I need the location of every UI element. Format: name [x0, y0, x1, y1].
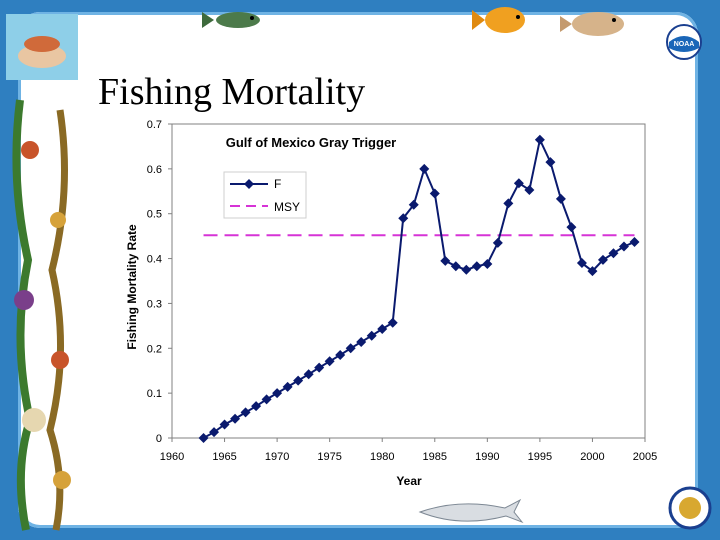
x-tick-label: 1965: [212, 451, 236, 463]
legend-msy-label: MSY: [274, 200, 300, 214]
y-tick-label: 0.2: [147, 343, 162, 355]
y-axis-title: Fishing Mortality Rate: [125, 224, 139, 350]
x-tick-label: 1990: [475, 451, 499, 463]
series-f-point: [524, 184, 535, 195]
series-f-point: [566, 222, 577, 233]
x-tick-label: 2000: [580, 451, 604, 463]
series-f-point: [387, 317, 398, 328]
y-tick-label: 0: [156, 433, 162, 445]
commerce-seal-icon: [668, 486, 712, 530]
plot-area: [171, 123, 646, 439]
series-f-point: [345, 343, 356, 354]
series-f-point: [261, 394, 272, 405]
series-f-point: [251, 401, 262, 412]
series-f-point: [597, 254, 608, 265]
seaweed-decoration: [12, 99, 71, 531]
y-tick-label: 0.6: [147, 164, 162, 176]
legend-f-label: F: [274, 177, 281, 191]
x-tick-label: 2005: [633, 451, 657, 463]
dolphin-icon: [418, 498, 524, 524]
series-f-point: [576, 258, 587, 269]
series-f-point: [356, 337, 367, 348]
fish-icon: [472, 7, 525, 33]
left-decoration: [6, 14, 78, 531]
y-tick-label: 0.5: [147, 209, 162, 221]
series-f-point: [324, 356, 335, 367]
series-f-point: [272, 388, 283, 399]
series-f-point: [219, 419, 230, 430]
series-f-point: [198, 433, 209, 443]
series-f-point: [209, 427, 220, 438]
series-f-point: [230, 413, 241, 424]
slide-title: Fishing Mortality: [98, 71, 366, 113]
legend-box: [223, 171, 307, 219]
chart-title: Gulf of Mexico Gray Trigger: [226, 135, 396, 150]
x-tick-label: 1970: [265, 451, 289, 463]
series-f-point: [429, 188, 440, 199]
hands-holding-fish-icon: [6, 14, 78, 80]
series-f-point: [503, 198, 514, 209]
series-f-point: [608, 248, 619, 259]
series-f-point: [240, 407, 251, 418]
series-f-point: [398, 213, 409, 224]
fish-icon: [560, 12, 624, 36]
series-f-point: [629, 236, 640, 247]
noaa-logo-icon: NOAA: [666, 24, 702, 60]
series-f-point: [440, 255, 451, 266]
series-f-point: [492, 237, 503, 248]
series-f-point: [618, 241, 629, 252]
x-tick-label: 1975: [317, 451, 341, 463]
x-tick-label: 1980: [370, 451, 394, 463]
series-f-point: [282, 381, 293, 392]
series-f-point: [555, 193, 566, 204]
series-f-point: [587, 266, 598, 277]
series-f-point: [408, 199, 419, 210]
series-f-point: [461, 264, 472, 275]
series-f-point: [377, 323, 388, 334]
x-tick-label: 1995: [528, 451, 552, 463]
y-tick-label: 0.4: [147, 254, 162, 266]
svg-text:NOAA: NOAA: [674, 41, 695, 48]
series-f-point: [293, 375, 304, 386]
series-f-point: [366, 330, 377, 341]
series-f-point: [314, 362, 325, 373]
x-axis-title: Year: [396, 474, 422, 488]
series-f-point: [513, 178, 524, 189]
series-f-point: [471, 261, 482, 272]
series-f-point: [450, 261, 461, 272]
chart-legend: F MSY: [223, 171, 307, 219]
x-tick-label: 1985: [423, 451, 447, 463]
y-tick-label: 0.7: [147, 119, 162, 131]
series-f-point: [545, 157, 556, 168]
x-tick-label: 1960: [160, 451, 184, 463]
series-f-point: [534, 134, 545, 145]
series-f-point: [482, 258, 493, 269]
top-decoration: NOAA: [202, 7, 702, 60]
y-tick-label: 0.1: [147, 388, 162, 400]
series-f-point: [419, 163, 430, 174]
series-f-point: [303, 369, 314, 380]
fish-icon: [202, 12, 260, 28]
y-tick-label: 0.3: [147, 298, 162, 310]
legend-f-marker: [244, 179, 254, 189]
series-f-point: [335, 350, 346, 361]
